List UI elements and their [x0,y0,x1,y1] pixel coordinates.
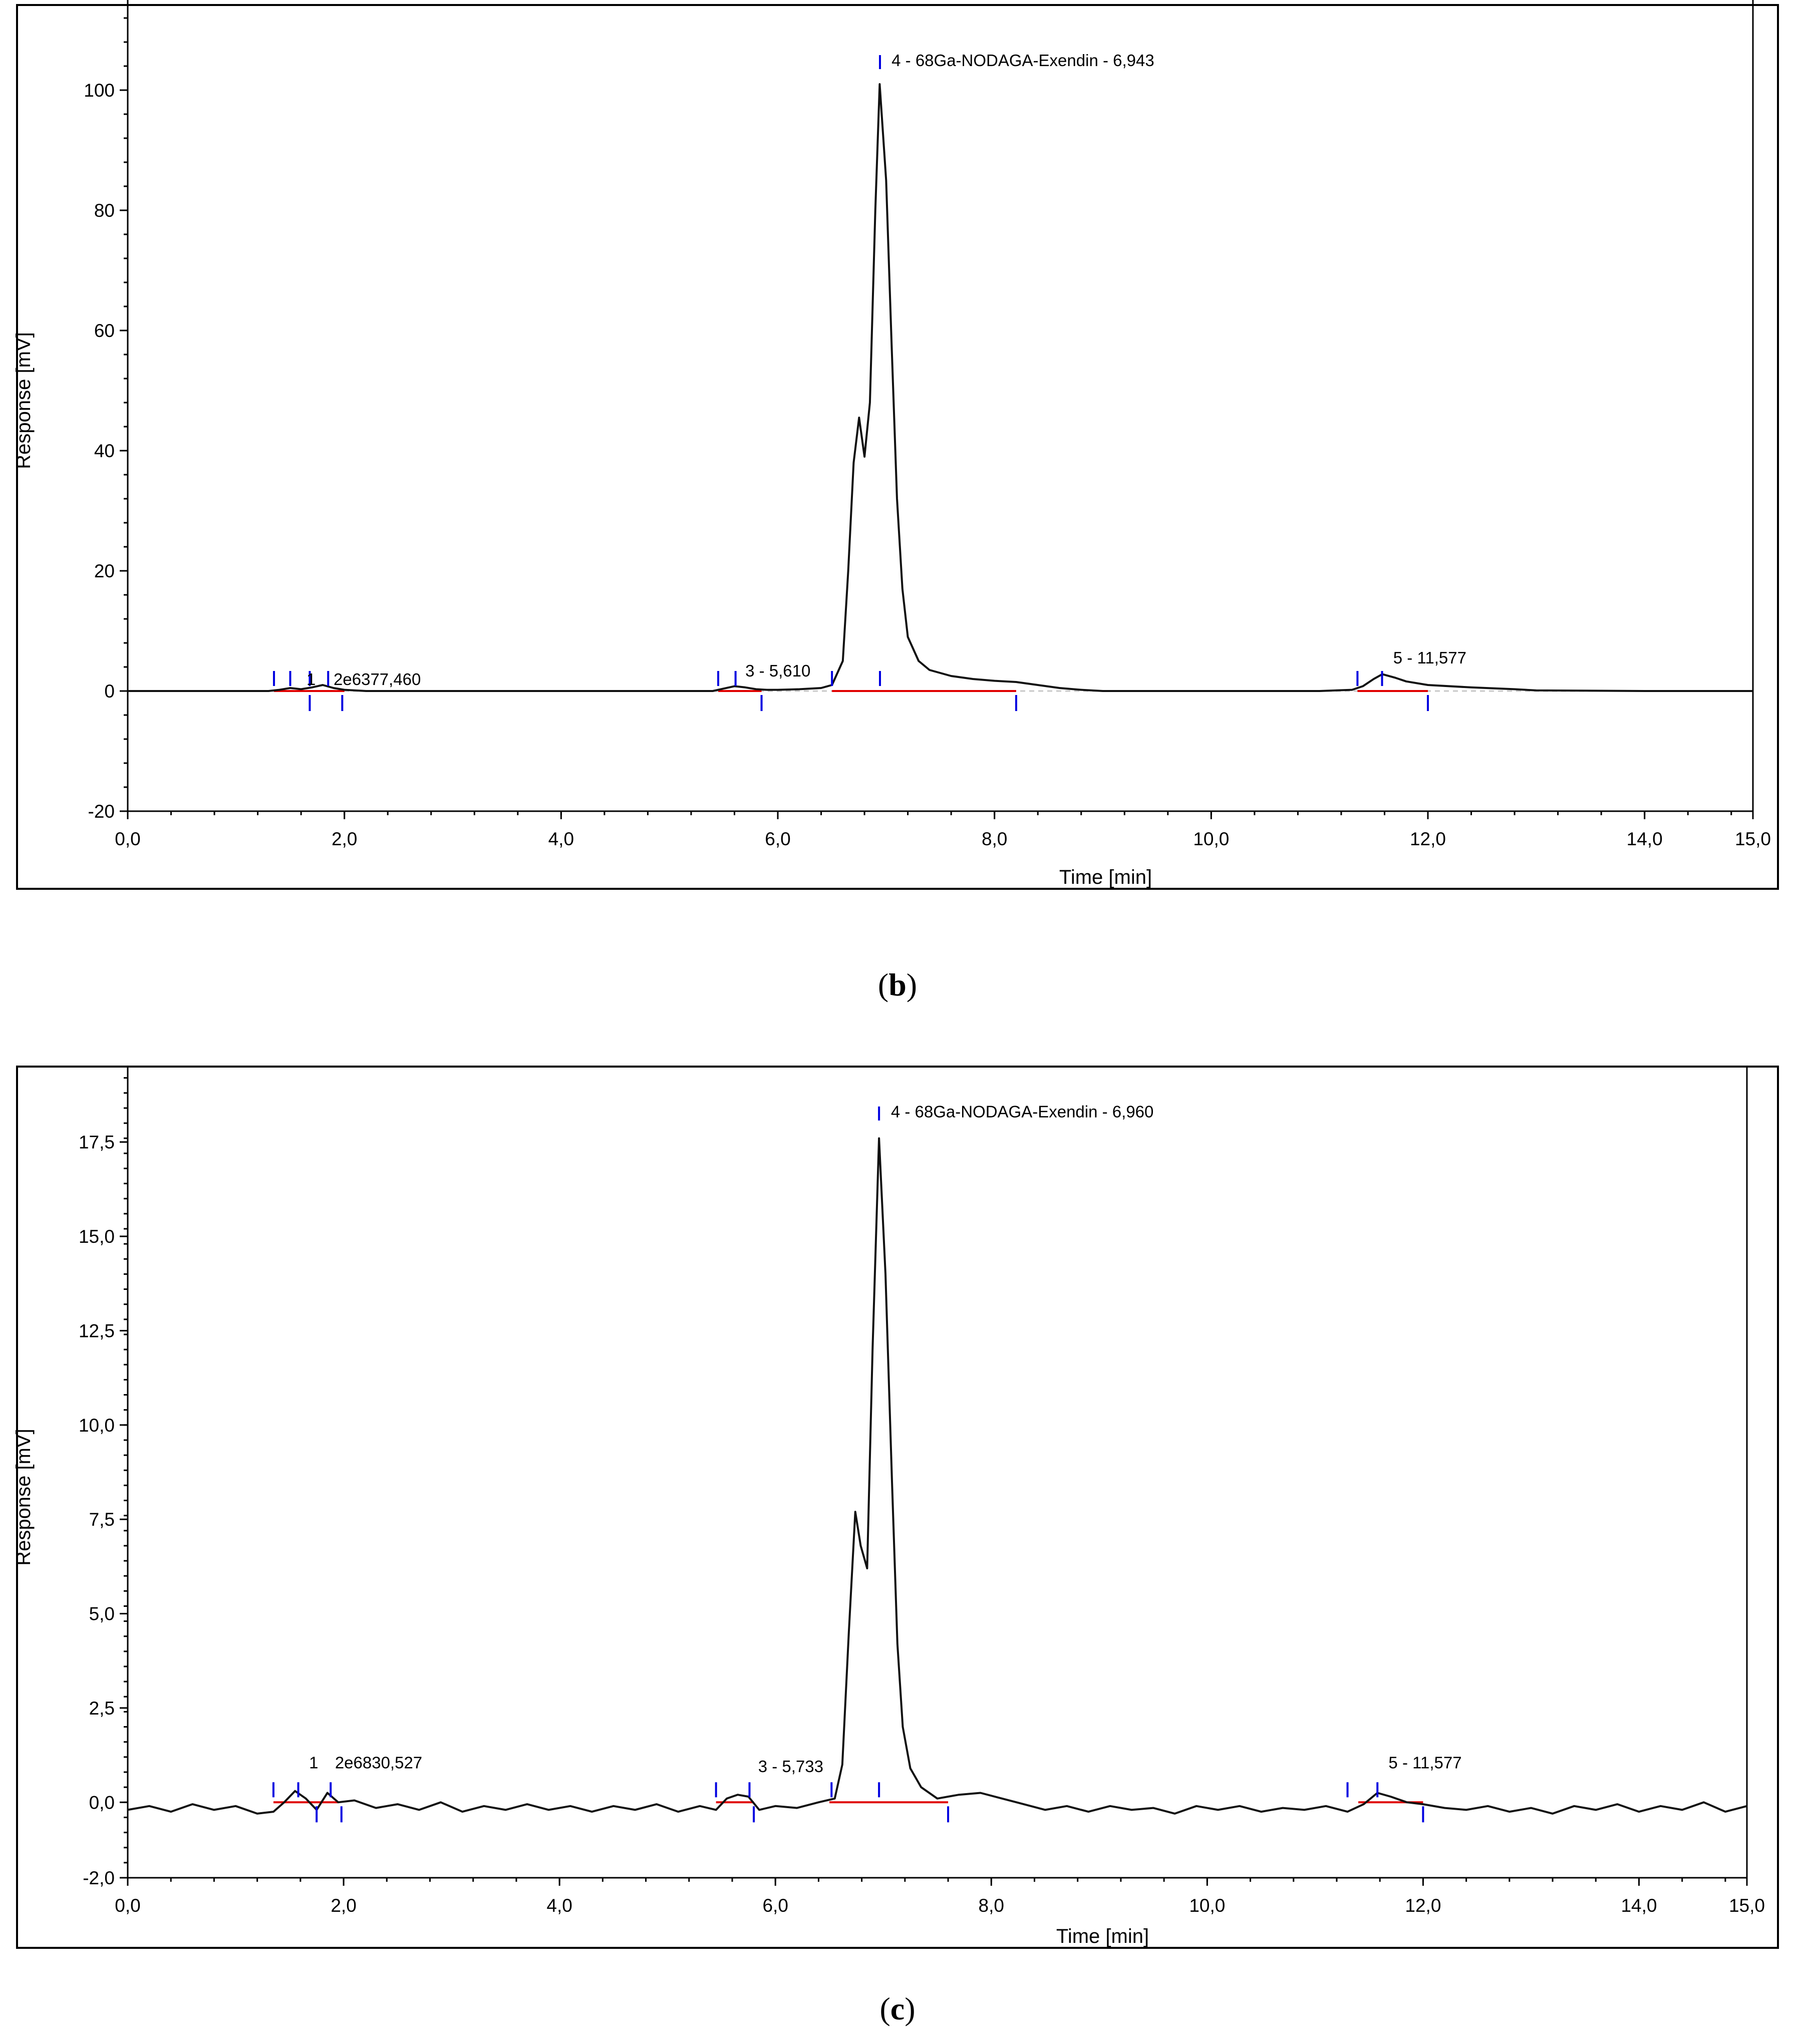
panel-c-x-tick-label: 12,0 [1405,1895,1441,1916]
panel-c-x-tick-label: 0,0 [115,1895,140,1916]
panel-c-x-tick-label: 2,0 [331,1895,356,1916]
caption-b-close: ) [906,967,918,1002]
panel-c-y-tick-label: 0,0 [89,1792,115,1813]
panel-c-trace-line [127,1137,1747,1815]
panel-b-peak-label: 5 - 11,577 [1393,648,1466,667]
panel-b-x-tick-label: 14,0 [1627,829,1663,849]
panel-c-outer-frame [16,1066,1779,1949]
panel-c-y-axis-title: Response [mV] [13,1429,35,1565]
panel-b-y-tick-label: 80 [94,200,115,221]
panel-b-x-tick-label: 10,0 [1193,829,1229,849]
panel-b-y-tick-label: 20 [94,561,115,581]
panel-b-y-tick-label: 100 [84,80,115,101]
panel-caption-b: (b) [0,966,1795,1003]
panel-b-x-tick-label: 4,0 [548,829,574,849]
panel-c-x-axis-title: Time [min] [1056,1925,1149,1947]
panel-c-y-tick-label: 2,5 [89,1698,115,1719]
panel-c-y-tick-label: 10,0 [79,1415,115,1436]
caption-c-close: ) [905,1991,916,2026]
panel-c-peak-label: 4 - 68Ga-NODAGA-Exendin - 6,960 [891,1103,1154,1121]
panel-b-y-tick-label: 60 [94,320,115,341]
panel-b-x-axis-title: Time [min] [1059,866,1152,888]
panel-c-x-tick-label: 6,0 [762,1895,788,1916]
panel-c-y-tick-label: 12,5 [79,1320,115,1341]
panel-c-y-tick-label: 17,5 [79,1132,115,1153]
panel-b-y-axis-title: Response [mV] [13,332,35,469]
panel-b-trace-line [128,83,1753,692]
panel-c-x-tick-label: 14,0 [1621,1895,1657,1916]
panel-c-y-tick-label: 7,5 [89,1509,115,1530]
panel-c-x-tick-label: 4,0 [546,1895,572,1916]
panel-b-x-tick-label: 12,0 [1410,829,1446,849]
panel-c-y-tick-label: -2,0 [83,1868,115,1888]
panel-b-y-tick-label: 40 [94,441,115,461]
panel-c-y-tick-label: 5,0 [89,1604,115,1624]
caption-c-letter: c [890,1991,905,2026]
caption-c-open: ( [879,1991,890,2026]
panel-b-x-tick-label: 6,0 [765,829,790,849]
panel-c-y-tick-label: 15,0 [79,1226,115,1247]
panel-b-x-tick-label: 8,0 [982,829,1007,849]
panel-c-x-tick-label: 10,0 [1189,1895,1225,1916]
panel-c-x-tick-label: 8,0 [979,1895,1004,1916]
panel-b-peak-label: 3 - 5,610 [745,661,810,680]
panel-b-peak-label: 4 - 68Ga-NODAGA-Exendin - 6,943 [891,51,1154,70]
panel-c-peak-label: 2e6830,527 [335,1753,422,1772]
panel-b-y-tick-label: -20 [88,801,115,822]
panel-b-x-tick-label: 0,0 [115,829,140,849]
panel-b-x-tick-label: 15,0 [1735,829,1771,849]
panel-b-y-tick-label: 0 [104,681,115,702]
panel-b-x-tick-label: 2,0 [332,829,357,849]
panel-b-peak-label: 2e6377,460 [334,670,421,689]
panel-b-peak-label: 1 [307,670,316,689]
caption-b-open: ( [877,967,889,1002]
caption-b-letter: b [888,967,907,1002]
chromatogram-chart-c: -2,00,02,55,07,510,012,515,017,50,0 2,0 4,… [13,1066,1779,1949]
panel-c-x-tick-label: 15,0 [1729,1895,1765,1916]
panel-b-outer-frame [16,4,1779,890]
panel-c-peak-label: 3 - 5,733 [758,1757,823,1776]
panel-c-peak-label: 5 - 11,577 [1388,1753,1461,1772]
panel-c-peak-label: 1 [309,1753,318,1772]
panel-caption-c: (c) [0,1990,1795,2027]
